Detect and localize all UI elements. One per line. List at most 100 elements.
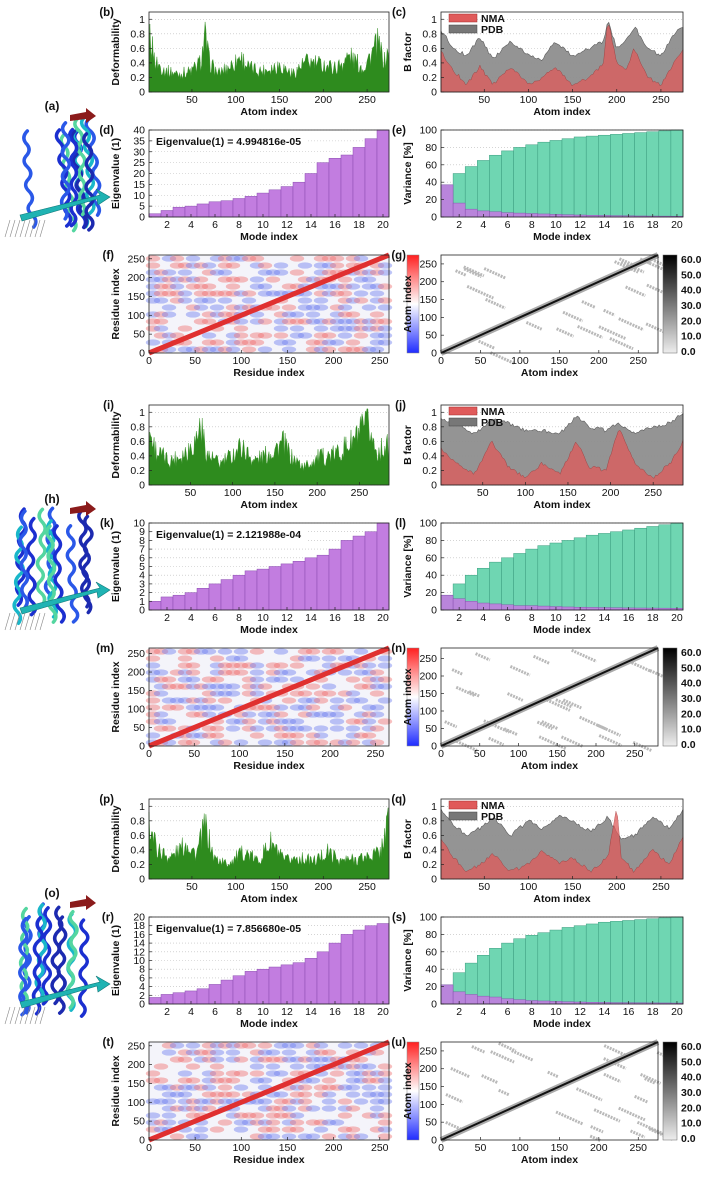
panel-g-cell: [555, 327, 575, 338]
panel-e-xtick-label: 20: [671, 219, 683, 231]
panel-t-cell-pos: [281, 1126, 297, 1133]
panel-n-cell: [555, 698, 574, 709]
panel-t-cell-pos: [241, 1112, 257, 1119]
panel-q-ytick-label: 0: [431, 874, 437, 886]
panel-r-ytick-label: 8: [139, 964, 145, 976]
panel-m-cell-pos: [153, 676, 169, 683]
panel-r-ytick-label: 6: [139, 972, 145, 984]
panel-t-cell-neg: [289, 1042, 305, 1049]
panel-r-ytick-label: 12: [133, 946, 145, 958]
panel-f-cell-neg: [273, 269, 289, 276]
panel-s: 0 20 40 60 80 100 2 4 6 8 10 12 14 16 18 20 Mode index Va…: [392, 912, 684, 1030]
panel-g-cell: [598, 325, 626, 340]
panel-t-cell-neg: [305, 1077, 321, 1084]
panel-m-cell-pos: [313, 690, 329, 697]
panel-k-bar: [256, 568, 270, 611]
panel-j-xtick-label: 100: [517, 487, 535, 499]
panel-s-xtick-label: 4: [480, 1006, 486, 1018]
panel-a-mode-arrow-red: [70, 108, 96, 123]
panel-t-cell-neg: [153, 1098, 169, 1105]
panel-f-cell-neg: [241, 297, 257, 304]
panel-s-cumulative-bar: [622, 920, 635, 1005]
panel-k-ytick-label: 10: [133, 518, 145, 530]
panel-m-cell-pos: [289, 655, 305, 662]
panel-t-cell-neg: [177, 1105, 193, 1112]
panel-m-cell-pos: [321, 648, 337, 655]
panel-m-cell-neg: [225, 725, 241, 732]
panel-g-cell: [603, 308, 616, 317]
panel-f-cell-pos: [233, 325, 249, 332]
panel-m-cell-pos: [185, 711, 201, 718]
panel-l-cumulative-bar: [622, 529, 635, 611]
panel-s-cumulative-bar: [670, 916, 684, 1005]
panel-t-cell-neg: [345, 1084, 361, 1091]
panel-n-cell: [632, 740, 652, 752]
panel-f-cell-neg: [209, 269, 225, 276]
panel-t-cell-neg: [257, 1119, 273, 1126]
panel-g-ytick-label: 0: [431, 348, 437, 360]
panel-m-cell-neg: [377, 662, 393, 669]
panel-h-helix: [18, 509, 30, 609]
panel-t-cell-pos: [345, 1063, 361, 1070]
panel-a-vector: [4, 219, 11, 238]
panel-q-legend-pdb-swatch: [448, 811, 478, 821]
panel-t-cell-pos: [153, 1119, 169, 1126]
panel-t-cell-neg: [185, 1133, 201, 1140]
panel-t-xtick-label: 150: [279, 1142, 297, 1154]
panel-l-xtick-label: 12: [574, 612, 586, 624]
panel-p-xtick-label: 250: [358, 881, 376, 893]
panel-r-ytick-label: 14: [133, 938, 145, 950]
panel-a-vector: [29, 219, 36, 238]
panel-f-cell-neg: [377, 262, 393, 269]
panel-t-cell-pos: [233, 1042, 249, 1049]
panel-m-cell-pos: [161, 683, 177, 690]
panel-m-cell-pos: [185, 648, 201, 655]
panel-f-cell-pos: [153, 318, 169, 325]
panel-f-cell-neg: [329, 339, 345, 346]
panel-u-xtick-label: 150: [551, 1142, 569, 1154]
panel-r-xtick-label: 20: [377, 1006, 389, 1018]
panel-f-cell-pos: [161, 283, 177, 290]
panel-m-cell-neg: [233, 655, 249, 662]
panel-m-cell-pos: [209, 725, 225, 732]
panel-d-xtick-label: 2: [164, 219, 170, 231]
panel-f-cell-neg: [345, 325, 361, 332]
panel-h-vector: [29, 612, 36, 631]
panel-e-cumulative-bar: [610, 134, 623, 218]
panel-t-cell-neg: [305, 1049, 321, 1056]
panel-f-cell-pos: [217, 311, 233, 318]
panel-t-cell-neg: [257, 1105, 273, 1112]
panel-b-frame: [148, 11, 390, 93]
panel-j-legend-pdb-swatch: [448, 417, 478, 427]
panel-m-cell-pos: [257, 683, 273, 690]
panel-l-ytick-label: 80: [425, 535, 437, 547]
panel-f-cell-neg: [329, 311, 345, 318]
panel-k-bar: [148, 601, 162, 611]
panel-n-ytick-label: 200: [419, 671, 437, 683]
panel-t-cell-pos: [217, 1042, 233, 1049]
panel-e-xtick-label: 12: [574, 219, 586, 231]
panel-m-cell-pos: [353, 732, 369, 739]
panel-e-xtick-label: 2: [456, 219, 462, 231]
panel-e-xtick-label: 8: [529, 219, 535, 231]
panel-l-cumulative-bar: [658, 524, 672, 611]
panel-j-xtick-label: 250: [644, 487, 662, 499]
panel-f-cell-pos: [169, 297, 185, 304]
panel-d-xlabel: Mode index: [240, 231, 298, 243]
panel-g-xtick-label: 200: [590, 355, 608, 367]
panel-m-cell-neg: [161, 648, 177, 655]
panel-e-xtick-label: 14: [599, 219, 611, 231]
panel-o: (o): [4, 886, 111, 1025]
panel-g-colorbar-label: 50.0: [681, 269, 702, 281]
panel-f-cell-pos: [353, 318, 369, 325]
panel-a-helix: [82, 132, 95, 232]
panel-f-cell-pos: [153, 269, 169, 276]
panel-c-ytick-label: 0.6: [422, 43, 437, 55]
panel-k-bar: [304, 557, 318, 611]
panel-m-cell-neg: [337, 655, 353, 662]
panel-m-cell-neg: [153, 683, 169, 690]
panel-m-cell-neg: [289, 676, 305, 683]
panel-t-cell-pos: [225, 1077, 241, 1084]
panel-c-xtick-label: 150: [564, 94, 582, 106]
panel-f-cell-pos: [225, 262, 241, 269]
